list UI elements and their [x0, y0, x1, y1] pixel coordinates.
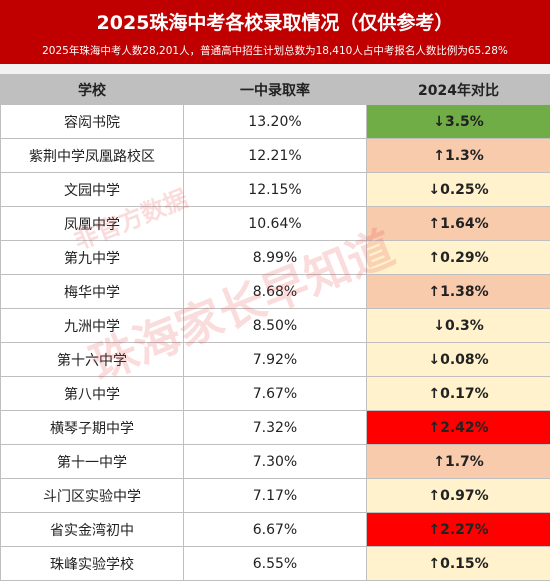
change-cell: ↓0.3% [367, 309, 550, 343]
change-cell: ↑0.29% [367, 241, 550, 275]
change-cell: ↑1.64% [367, 207, 550, 241]
subtitle: 2025年珠海中考人数28,201人，普通高中招生计划总数为18,410人占中考… [0, 43, 550, 58]
change-cell: ↑0.97% [367, 479, 550, 513]
rate-cell: 12.15% [184, 173, 367, 207]
change-cell: ↓3.5% [367, 105, 550, 139]
school-cell: 斗门区实验中学 [1, 479, 184, 513]
school-cell: 紫荆中学凤凰路校区 [1, 139, 184, 173]
school-cell: 省实金湾初中 [1, 513, 184, 547]
school-cell: 容闳书院 [1, 105, 184, 139]
rate-cell: 7.67% [184, 377, 367, 411]
rate-cell: 8.68% [184, 275, 367, 309]
spacer [0, 64, 550, 74]
school-cell: 梅华中学 [1, 275, 184, 309]
column-header: 学校 [1, 75, 184, 105]
change-cell: ↑1.3% [367, 139, 550, 173]
rate-cell: 10.64% [184, 207, 367, 241]
rate-cell: 12.21% [184, 139, 367, 173]
school-cell: 第九中学 [1, 241, 184, 275]
title: 2025珠海中考各校录取情况（仅供参考） [0, 8, 550, 35]
change-cell: ↑1.7% [367, 445, 550, 479]
school-cell: 第八中学 [1, 377, 184, 411]
rate-cell: 13.20% [184, 105, 367, 139]
rate-cell: 6.55% [184, 547, 367, 581]
school-cell: 第十一中学 [1, 445, 184, 479]
change-cell: ↑0.17% [367, 377, 550, 411]
school-cell: 九洲中学 [1, 309, 184, 343]
rate-cell: 8.50% [184, 309, 367, 343]
change-cell: ↑2.42% [367, 411, 550, 445]
column-header: 一中录取率 [184, 75, 367, 105]
school-cell: 第十六中学 [1, 343, 184, 377]
change-cell: ↑0.15% [367, 547, 550, 581]
school-cell: 文园中学 [1, 173, 184, 207]
school-cell: 凤凰中学 [1, 207, 184, 241]
school-cell: 珠峰实验学校 [1, 547, 184, 581]
column-header: 2024年对比 [367, 75, 550, 105]
rate-cell: 8.99% [184, 241, 367, 275]
change-cell: ↑2.27% [367, 513, 550, 547]
rate-cell: 7.92% [184, 343, 367, 377]
rate-cell: 7.17% [184, 479, 367, 513]
change-cell: ↓0.08% [367, 343, 550, 377]
school-cell: 横琴子期中学 [1, 411, 184, 445]
rate-cell: 7.30% [184, 445, 367, 479]
rate-cell: 7.32% [184, 411, 367, 445]
header: 2025珠海中考各校录取情况（仅供参考） 2025年珠海中考人数28,201人，… [0, 0, 550, 64]
rate-cell: 6.67% [184, 513, 367, 547]
change-cell: ↑1.38% [367, 275, 550, 309]
change-cell: ↓0.25% [367, 173, 550, 207]
